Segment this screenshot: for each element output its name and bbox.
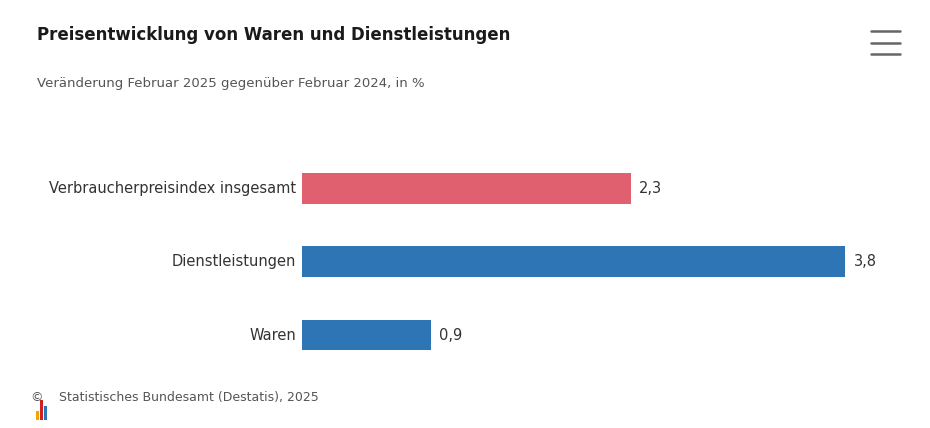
Bar xyxy=(36,411,39,420)
Text: Statistisches Bundesamt (Destatis), 2025: Statistisches Bundesamt (Destatis), 2025 xyxy=(59,392,318,404)
Bar xyxy=(40,400,43,420)
Bar xyxy=(302,320,431,351)
Text: Preisentwicklung von Waren und Dienstleistungen: Preisentwicklung von Waren und Dienstlei… xyxy=(37,26,511,44)
Bar xyxy=(302,173,631,204)
Text: Verbraucherpreisindex insgesamt: Verbraucherpreisindex insgesamt xyxy=(49,181,297,196)
Text: ©: © xyxy=(31,392,43,404)
Text: 2,3: 2,3 xyxy=(639,181,662,196)
Bar xyxy=(44,406,46,420)
Text: 0,9: 0,9 xyxy=(439,327,462,342)
Text: Waren: Waren xyxy=(249,327,297,342)
Bar xyxy=(302,246,845,277)
Text: Dienstleistungen: Dienstleistungen xyxy=(172,254,297,269)
Text: Veränderung Februar 2025 gegenüber Februar 2024, in %: Veränderung Februar 2025 gegenüber Febru… xyxy=(37,77,425,90)
Text: 3,8: 3,8 xyxy=(854,254,877,269)
